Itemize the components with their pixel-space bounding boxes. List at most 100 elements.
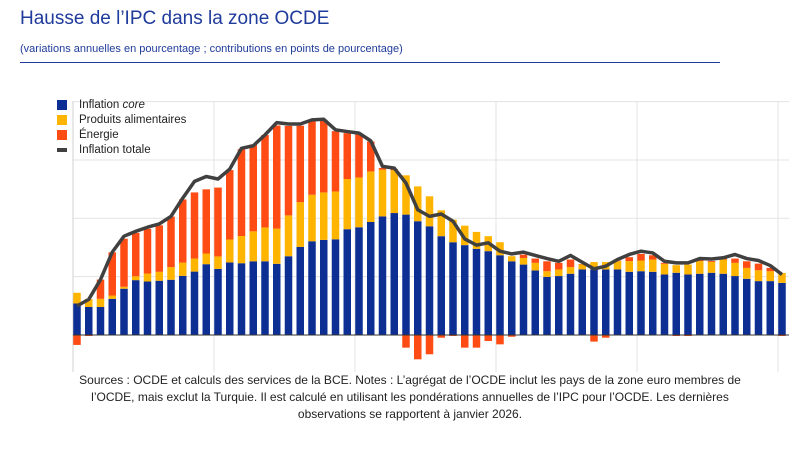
food-bar [555,269,563,277]
core-bar [331,239,340,335]
energy-bar [308,120,316,195]
energy-bar [590,335,598,342]
energy-bar [707,260,716,262]
core-bar [308,241,316,335]
energy-bar [472,335,481,348]
core-bar [578,269,586,335]
food-bar [143,273,152,282]
core-bar [378,216,387,335]
energy-bar [96,279,105,299]
food-swatch-icon [57,114,67,125]
food-bar [284,215,293,257]
total-line [76,117,784,308]
food-bar [331,191,340,240]
food-bar [249,231,257,262]
core-bar [355,227,363,335]
energy-bar [766,267,774,272]
legend-item-core: Inflation core [57,97,186,112]
food-bar [707,261,716,273]
core-bar [743,278,751,335]
energy-bar [555,262,563,270]
food-bar [684,264,692,275]
core-bar [390,213,398,335]
food-bar [566,267,575,274]
food-bar [120,286,128,289]
core-bar [649,271,657,335]
energy-bar [261,135,269,228]
food-bar [214,256,222,269]
energy-bar [343,133,351,180]
energy-bar [296,125,304,203]
food-bar [590,262,598,270]
core-bar [249,261,257,335]
core-bar [190,271,199,335]
food-bar [754,270,763,282]
food-bar [108,295,116,299]
core-bar [226,262,234,335]
core-bar [296,246,304,335]
core-bar [284,256,293,335]
food-bar [425,196,434,227]
legend-item-total: Inflation totale [57,142,186,157]
energy-bar [320,119,328,193]
food-bar [437,210,445,237]
core-bar [625,271,633,335]
core-bar [766,281,774,335]
core-bar [425,226,434,335]
core-bar [472,248,481,335]
food-bar [96,298,105,307]
energy-bar [731,258,739,263]
title-divider [20,62,720,63]
energy-bar [649,255,657,260]
core-bar [261,261,269,335]
core-bar [343,229,351,335]
energy-bar [566,259,575,268]
food-bar [85,299,93,307]
chart-subtitle: (variations annuelles en pourcentage ; c… [20,43,403,55]
energy-bar [108,252,116,296]
energy-bar [143,228,152,274]
energy-bar [167,216,175,268]
food-bar [237,235,246,264]
core-bar [414,221,422,335]
energy-bar [331,131,340,192]
food-bar [402,175,410,215]
food-bar [719,259,727,274]
source-notes: Sources : OCDE et calculs des services d… [60,372,760,423]
core-bar [320,239,328,335]
core-bar [508,261,516,335]
core-bar [719,273,727,335]
legend-food-label: Produits alimentaires [79,113,187,126]
energy-bar [202,189,210,254]
energy-bar [190,192,199,259]
core-bar [590,269,598,335]
food-bar [508,256,516,262]
food-bar [179,262,187,276]
core-bar [96,306,105,335]
food-bar [637,260,645,272]
energy-bar [696,260,704,262]
energy-bar [519,254,528,258]
core-bar [179,275,187,335]
energy-bar [484,335,492,342]
legend-core-prefix: Inflation [79,98,123,111]
food-bar [73,292,81,304]
food-bar [625,261,633,272]
food-bar [167,267,175,280]
food-bar [132,276,140,281]
food-bar [320,192,328,240]
core-bar [672,272,680,335]
core-bar [696,273,704,335]
core-bar [202,264,210,335]
food-bar [261,227,269,262]
core-bar [555,276,563,335]
total-inflation-line [76,117,784,308]
food-bar [202,253,210,265]
legend-total-label: Inflation totale [79,143,151,156]
energy-bar [414,335,422,360]
energy-bar [355,134,363,178]
core-bar [132,280,140,335]
energy-bar [754,263,763,271]
food-bar [496,242,504,256]
